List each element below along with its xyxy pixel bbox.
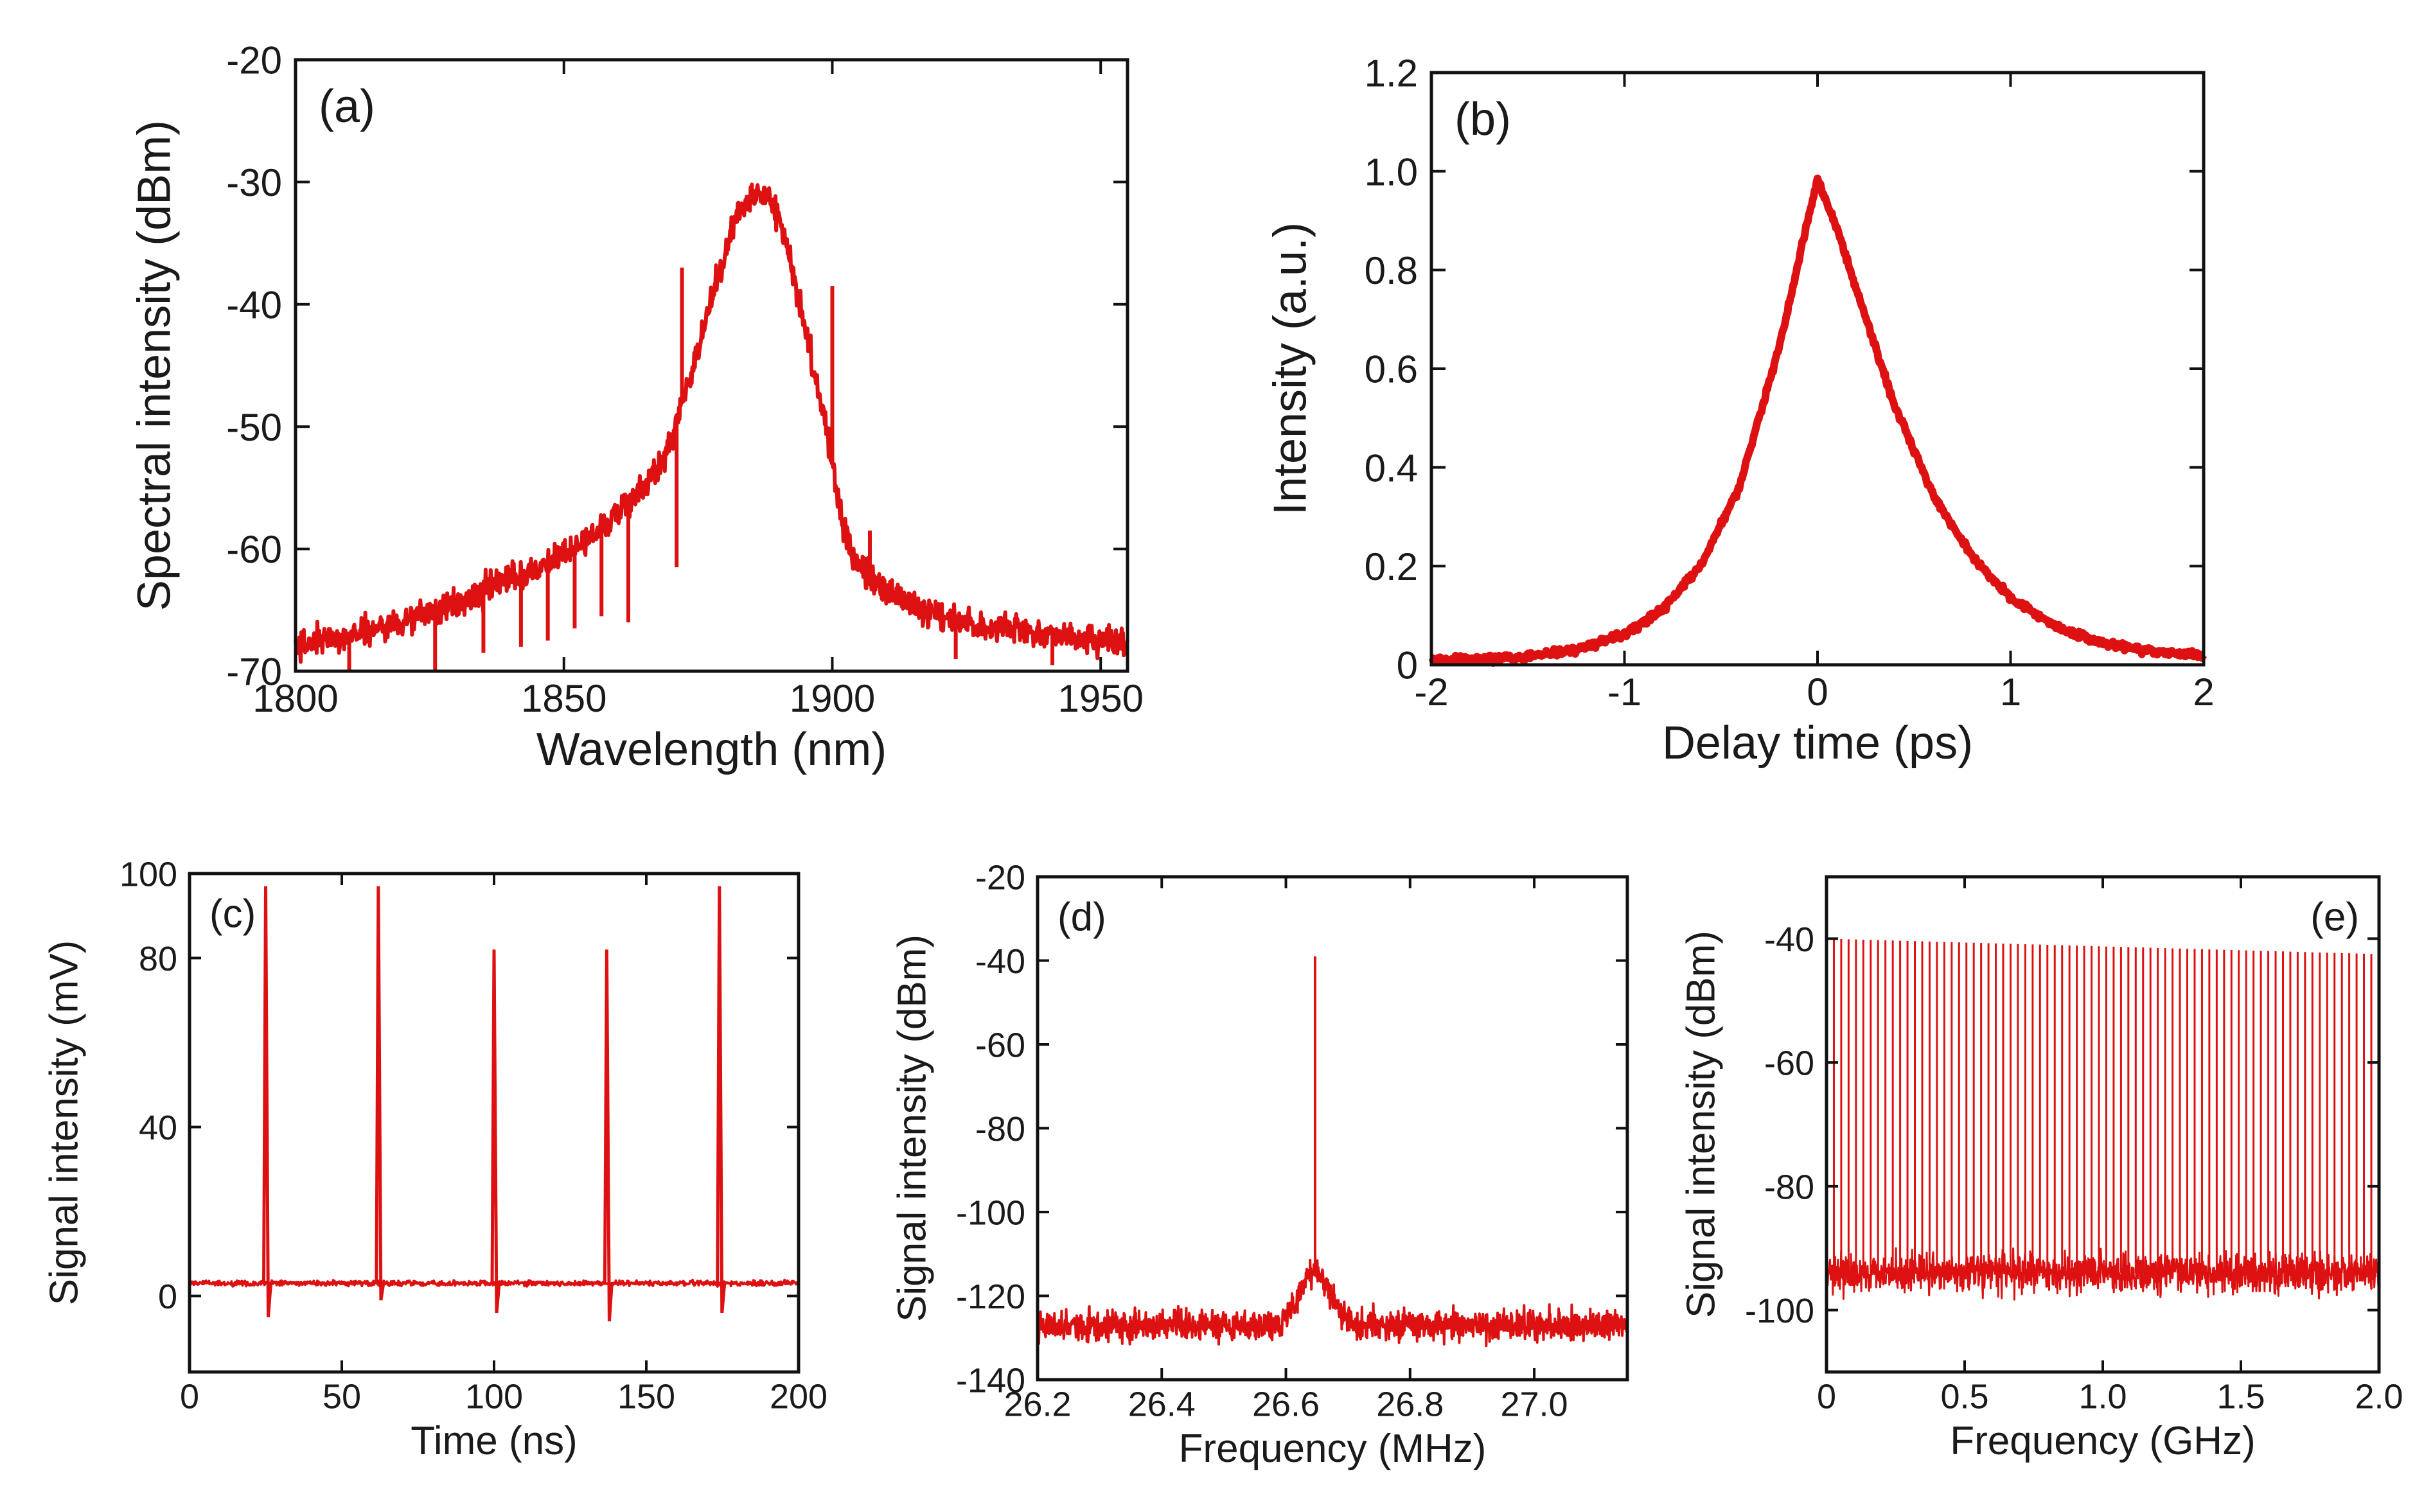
y-tick-label: -50 (226, 406, 282, 449)
panel-d: 26.2 26.4 26.6 26.8 27.0 -140 -120 -100 -80 -60 -4… (890, 858, 1629, 1471)
x-tick-label: 1850 (521, 677, 606, 720)
panel-d-xlabel: Frequency (MHz) (1179, 1427, 1487, 1471)
panel-a-xlabel: Wavelength (nm) (536, 724, 887, 775)
y-tick-label: -80 (1764, 1168, 1814, 1206)
x-tick-label: 1.0 (2078, 1378, 2127, 1416)
y-tick-label: -120 (956, 1278, 1025, 1316)
x-tick-label: 1950 (1057, 677, 1143, 720)
y-tick-label: 80 (139, 940, 177, 978)
panel-c-label: (c) (209, 892, 256, 936)
panel-c-xlabel: Time (ns) (411, 1419, 577, 1463)
panel-e-label: (e) (2310, 895, 2359, 940)
y-tick-label: -140 (956, 1361, 1025, 1400)
y-tick-label: 1.0 (1365, 150, 1418, 193)
x-tick-label: 1 (2000, 671, 2021, 714)
x-tick-label: 0 (180, 1378, 199, 1416)
pulse (490, 949, 501, 1314)
pulse (716, 886, 727, 1314)
panel-d-ticks: 26.2 26.4 26.6 26.8 27.0 -140 -120 -100 -80 -60 -4… (956, 858, 1627, 1424)
panel-e-xlabel: Frequency (GHz) (1950, 1419, 2255, 1463)
panel-c-ylabel: Signal intensity (mV) (42, 940, 87, 1306)
panel-d-ylabel: Signal intensity (dBm) (890, 935, 935, 1322)
y-tick-label: -70 (226, 651, 282, 694)
x-tick-label: 50 (323, 1378, 361, 1416)
y-tick-label: -60 (1764, 1044, 1814, 1083)
panel-a-trace (294, 182, 1129, 664)
x-tick-label: 1900 (790, 677, 875, 720)
y-tick-label: -80 (975, 1110, 1025, 1148)
y-tick-label: -20 (975, 858, 1025, 897)
pulse (375, 886, 385, 1301)
panel-b-ylabel: Intensity (a.u.) (1264, 222, 1316, 515)
panel-d-trace (1036, 1258, 1629, 1348)
panel-a-label: (a) (319, 81, 375, 132)
panel-c-markers (262, 886, 727, 1322)
y-tick-label: 0.2 (1365, 545, 1418, 588)
y-tick-label: -100 (1745, 1292, 1814, 1330)
panel-a-ticks: 1800 1850 1900 1950 -70 -60 -50 -40 -30 -20 (226, 39, 1144, 720)
x-tick-label: 0 (1807, 671, 1828, 714)
x-tick-label: 26.4 (1128, 1385, 1196, 1424)
panel-b-ticks: -2 -1 0 1 2 0 0.2 0.4 0.6 0.8 1.0 1.2 (1365, 52, 2215, 714)
x-tick-label: 2 (2193, 671, 2214, 714)
y-tick-label: -20 (226, 39, 282, 82)
panel-c-trace (188, 1278, 800, 1288)
panel-a-ylabel: Spectral intensity (dBm) (128, 120, 180, 611)
y-tick-label: -60 (975, 1026, 1025, 1064)
x-tick-label: 0 (1817, 1378, 1836, 1416)
x-tick-label: 200 (770, 1378, 827, 1416)
y-tick-label: -100 (956, 1193, 1025, 1232)
panel-b-trace (1428, 174, 2207, 667)
x-tick-label: 2.0 (2355, 1378, 2403, 1416)
y-tick-label: 0 (1397, 644, 1418, 687)
y-tick-label: 0.8 (1365, 249, 1418, 292)
y-tick-label: -40 (975, 942, 1025, 981)
panel-a-frame (294, 58, 1129, 673)
pulse (603, 949, 614, 1322)
panel-e-frame (1825, 875, 2381, 1374)
panel-c: 0 50 100 150 200 0 40 80 100 (c) Time (ns) Signa… (42, 855, 828, 1463)
panel-e-ticks: 0 0.5 1.0 1.5 2.0 -100 -80 -60 -40 (1745, 877, 2403, 1416)
panel-b-label: (b) (1455, 94, 1511, 145)
x-tick-label: 100 (465, 1378, 523, 1416)
y-tick-label: 100 (119, 855, 177, 893)
x-tick-label: 26.6 (1252, 1385, 1320, 1424)
x-tick-label: 26.8 (1376, 1385, 1444, 1424)
panel-a: 1800 1850 1900 1950 -70 -60 -50 -40 -30 -20 (a) W… (128, 39, 1144, 775)
x-tick-label: 150 (617, 1378, 675, 1416)
y-tick-label: 0 (158, 1278, 177, 1316)
y-tick-label: -40 (1764, 920, 1814, 959)
x-tick-label: 0.5 (1940, 1378, 1988, 1416)
y-tick-label: -60 (226, 528, 282, 571)
y-tick-label: -40 (226, 283, 282, 326)
panel-e-trace (1825, 1247, 2380, 1301)
panel-a-markers (347, 267, 1055, 671)
panel-e: 0 0.5 1.0 1.5 2.0 -100 -80 -60 -40 (e) Frequency… (1679, 875, 2403, 1463)
x-tick-label: -1 (1607, 671, 1641, 714)
x-tick-label: -2 (1414, 671, 1448, 714)
x-tick-label: 26.2 (1004, 1385, 1071, 1424)
y-tick-label: -30 (226, 161, 282, 204)
y-tick-label: 0.6 (1365, 348, 1418, 391)
x-tick-label: 27.0 (1500, 1385, 1568, 1424)
panel-b-xlabel: Delay time (ps) (1662, 717, 1973, 769)
x-tick-label: 1800 (252, 677, 338, 720)
panel-c-ticks: 0 50 100 150 200 0 40 80 100 (119, 855, 827, 1416)
pulse (262, 886, 272, 1317)
panel-b-frame (1429, 71, 2206, 667)
panel-d-label: (d) (1057, 895, 1106, 940)
y-tick-label: 40 (139, 1109, 177, 1147)
x-tick-label: 1.5 (2216, 1378, 2265, 1416)
y-tick-label: 0.4 (1365, 446, 1418, 489)
y-tick-label: 1.2 (1365, 52, 1418, 95)
panel-e-ylabel: Signal intensity (dBm) (1679, 931, 1724, 1318)
panel-e-markers (1832, 938, 2380, 1273)
panel-b: -2 -1 0 1 2 0 0.2 0.4 0.6 0.8 1.0 1.2 (b) Delay tim… (1264, 52, 2214, 769)
